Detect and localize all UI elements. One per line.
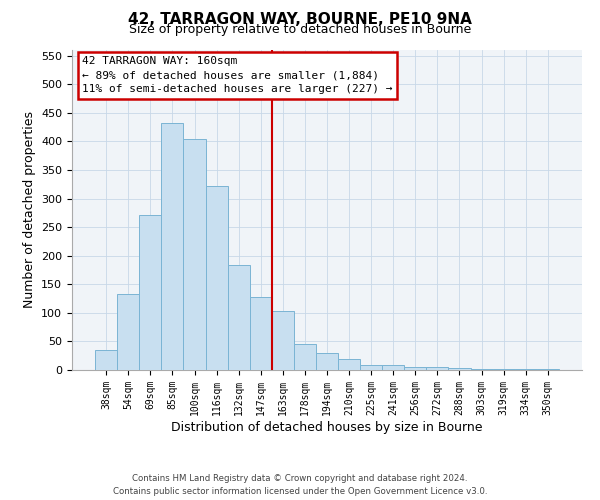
Bar (250, 297, 272, 370)
Bar (139, 214, 161, 370)
Bar (161, 123, 184, 370)
Bar (206, 186, 227, 370)
Bar (338, 358, 360, 370)
Bar (448, 368, 470, 370)
Bar (227, 266, 250, 370)
Bar (537, 369, 559, 370)
Bar (493, 369, 515, 370)
Bar (360, 366, 382, 370)
Bar (117, 294, 139, 370)
Bar (382, 366, 404, 370)
X-axis label: Distribution of detached houses by size in Bourne: Distribution of detached houses by size … (171, 420, 483, 434)
Bar (184, 138, 206, 370)
Bar (470, 369, 493, 370)
Bar (316, 353, 338, 370)
Bar (272, 311, 294, 370)
Text: 42 TARRAGON WAY: 160sqm
← 89% of detached houses are smaller (1,884)
11% of semi: 42 TARRAGON WAY: 160sqm ← 89% of detache… (82, 56, 392, 94)
Bar (404, 367, 427, 370)
Text: Contains HM Land Registry data © Crown copyright and database right 2024.
Contai: Contains HM Land Registry data © Crown c… (113, 474, 487, 496)
Bar (515, 369, 537, 370)
Bar (95, 350, 117, 370)
Bar (427, 367, 448, 370)
Text: 42, TARRAGON WAY, BOURNE, PE10 9NA: 42, TARRAGON WAY, BOURNE, PE10 9NA (128, 12, 472, 28)
Text: Size of property relative to detached houses in Bourne: Size of property relative to detached ho… (129, 22, 471, 36)
Y-axis label: Number of detached properties: Number of detached properties (23, 112, 35, 308)
Bar (294, 344, 316, 370)
